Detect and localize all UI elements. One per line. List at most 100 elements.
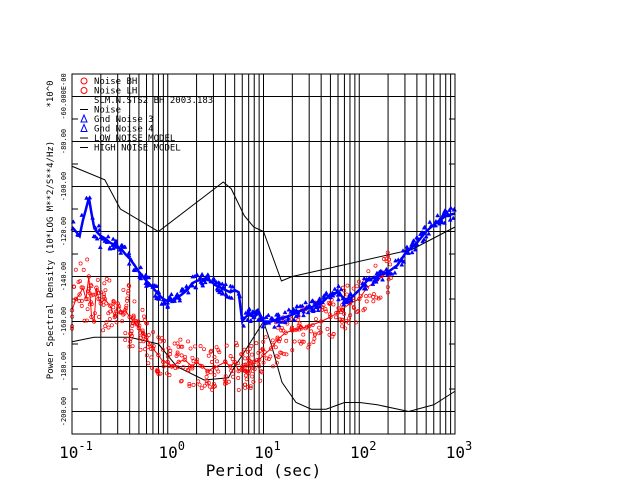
noise-bh-point <box>79 285 84 290</box>
gnd-noise-point <box>433 218 439 224</box>
noise-bh-point <box>141 332 146 337</box>
noise-bh-point <box>273 345 278 350</box>
noise-bh-point <box>231 369 236 374</box>
noise-bh-point <box>331 302 336 307</box>
gnd-noise-point <box>279 315 285 320</box>
gnd-noise-point <box>421 225 427 230</box>
legend-label: Noise BH <box>94 77 137 87</box>
noise-bh-point <box>234 341 239 346</box>
gnd-noise-point <box>177 298 183 303</box>
legend-label: HIGH NOISE MODEL <box>94 144 181 154</box>
noise-bh-point <box>354 320 358 325</box>
noise-bh-point <box>166 346 171 351</box>
noise-bh-point <box>250 352 254 357</box>
gnd-noise-point <box>285 315 291 320</box>
noise-bh-point <box>77 299 82 303</box>
gnd-noise-point <box>327 295 333 300</box>
gnd-noise-point <box>263 320 269 325</box>
noise-bh-point <box>188 346 193 351</box>
noise-bh-point <box>89 284 94 288</box>
gnd-noise-point <box>84 195 89 200</box>
noise-bh-point <box>142 314 146 319</box>
y-tick-label: -80.00 <box>60 129 68 154</box>
noise-bh-point <box>357 279 361 284</box>
noise-bh-point <box>187 381 192 386</box>
gnd-noise-point <box>179 286 185 291</box>
gnd-noise-point <box>100 236 106 241</box>
noise-bh-point <box>85 257 90 262</box>
noise-bh-point <box>86 274 92 279</box>
gnd-noise-point <box>348 297 354 303</box>
noise-bh-point <box>281 351 286 356</box>
x-tick-base: 10 <box>159 443 178 462</box>
noise-bh-point <box>107 278 112 283</box>
gnd-noise-point <box>291 306 296 312</box>
noise-bh-point <box>367 293 372 298</box>
noise-bh-point <box>104 320 109 325</box>
gnd-noise-point <box>223 281 229 286</box>
gnd-noise-point <box>303 299 309 305</box>
gnd-noise-point <box>427 219 433 224</box>
noise-bh-point <box>275 335 280 340</box>
noise-bh-point <box>117 304 122 309</box>
noise-bh-point <box>190 355 195 360</box>
noise-bh-point <box>216 369 221 374</box>
plot-frame <box>71 73 456 435</box>
noise-bh-point <box>223 374 228 379</box>
gnd-noise-point <box>118 250 124 255</box>
noise-bh-point <box>92 311 97 316</box>
gnd-noise-point <box>336 296 341 302</box>
noise-bh-point <box>121 287 126 292</box>
noise-bh-point <box>103 288 108 293</box>
noise-bh-point <box>89 300 93 305</box>
noise-bh-point <box>156 335 161 340</box>
noise-bh-point <box>252 359 257 365</box>
noise-bh-point <box>345 283 350 288</box>
gnd-noise-point <box>126 252 132 258</box>
legend-label: LOW NOISE MODEL <box>94 134 175 144</box>
x-tick-base: 10 <box>350 443 369 462</box>
noise-bh-point <box>209 348 214 353</box>
noise-bh-point <box>366 269 371 274</box>
noise-bh-point <box>112 314 118 320</box>
gnd-noise-point <box>96 227 102 232</box>
x-tick-exponent: 2 <box>369 439 376 453</box>
noise-bh-point <box>94 288 99 293</box>
noise-bh-point <box>256 350 261 355</box>
noise-bh-point <box>206 353 211 358</box>
noise-bh-point <box>385 290 390 295</box>
gnd-noise-point <box>276 314 282 319</box>
noise-bh-point <box>124 306 128 311</box>
gnd-noise-point <box>450 215 456 220</box>
noise-bh-point <box>93 292 98 297</box>
noise-bh-point <box>156 353 161 358</box>
y-multiplier-label: *10^0 <box>46 80 56 107</box>
x-tick-labels: 10-1 100 101 102 103 <box>59 439 472 462</box>
gnd-noise-point <box>361 286 367 291</box>
noise-bh-point <box>189 364 195 369</box>
gnd-noise-point <box>265 312 271 317</box>
gnd-noise-point <box>255 308 261 313</box>
gnd-noise-point <box>420 238 426 244</box>
legend-label: Noise LH <box>94 87 137 97</box>
y-axis-label: Power Spectral Density (10*LOG M**2/S**4… <box>46 141 56 379</box>
gnd-noise-point <box>87 195 93 200</box>
gnd-noise-point <box>428 223 434 228</box>
noise-bh-point <box>198 363 203 368</box>
noise-bh-point <box>313 317 318 321</box>
gnd-noise-point <box>168 295 173 300</box>
gnd-noise-point <box>297 303 303 308</box>
noise-bh-point <box>283 330 288 335</box>
noise-bh-point <box>213 384 217 389</box>
gnd-noise-point <box>132 267 138 273</box>
gnd-noise-point <box>330 293 336 298</box>
noise-bh-point <box>102 294 106 299</box>
noise-bh-point <box>347 316 352 321</box>
noise-bh-point <box>271 342 275 347</box>
y-tick-label: -100.00 <box>60 172 68 202</box>
noise-bh-point <box>317 325 321 330</box>
noise-bh-point <box>126 291 131 296</box>
noise-bh-point <box>236 368 241 374</box>
noise-bh-point <box>327 332 332 337</box>
